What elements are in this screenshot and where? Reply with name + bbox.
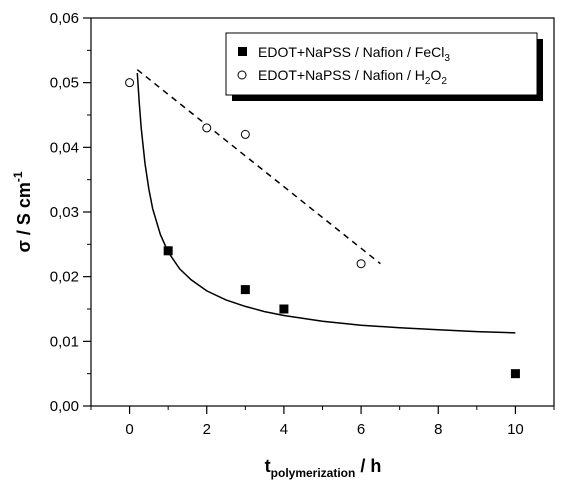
y-tick-label: 0,01 xyxy=(50,333,79,350)
fit-line-series-0 xyxy=(136,72,516,334)
x-tick-label: 0 xyxy=(125,421,133,438)
legend-marker-h2o2 xyxy=(237,70,247,80)
legend-marker-fecl3 xyxy=(238,47,247,56)
data-point-fecl3 xyxy=(510,369,520,379)
legend-box xyxy=(225,32,538,96)
data-points xyxy=(125,78,520,379)
x-tick-label: 2 xyxy=(203,421,211,438)
data-point-fecl3 xyxy=(279,304,289,314)
x-tick-label: 8 xyxy=(434,421,442,438)
legend-label-fecl3: EDOT+NaPSS / Nafion / FeCl3 xyxy=(258,44,450,64)
x-tick-label: 10 xyxy=(507,421,524,438)
data-point-fecl3 xyxy=(240,285,250,295)
x-tick-label: 6 xyxy=(357,421,365,438)
data-point-h2o2 xyxy=(240,129,250,139)
y-tick-label: 0,02 xyxy=(50,269,79,286)
x-tick-label: 4 xyxy=(280,421,288,438)
data-point-h2o2 xyxy=(356,259,366,269)
y-tick-label: 0,03 xyxy=(50,204,79,221)
fit-lines xyxy=(136,69,516,334)
y-tick-label: 0,05 xyxy=(50,75,79,92)
y-tick-label: 0,04 xyxy=(50,139,79,156)
legend: EDOT+NaPSS / Nafion / FeCl3 EDOT+NaPSS /… xyxy=(225,32,543,101)
y-axis-ticks: 0,00 0,01 0,02 0,03 0,04 0,05 0,06 xyxy=(50,10,91,415)
legend-label-h2o2: EDOT+NaPSS / Nafion / H2O2 xyxy=(258,67,447,87)
y-tick-label: 0,06 xyxy=(50,10,79,27)
fit-line-series-1 xyxy=(136,69,381,265)
x-axis-ticks: 0 2 4 6 8 10 xyxy=(90,406,555,438)
y-tick-label: 0,00 xyxy=(50,398,79,415)
data-point-h2o2 xyxy=(202,123,212,133)
data-point-h2o2 xyxy=(125,78,135,88)
y-axis-title: σ / S cm-1 xyxy=(11,171,34,252)
data-point-fecl3 xyxy=(163,246,173,256)
x-axis-title: tpolymerization / h xyxy=(265,456,382,480)
